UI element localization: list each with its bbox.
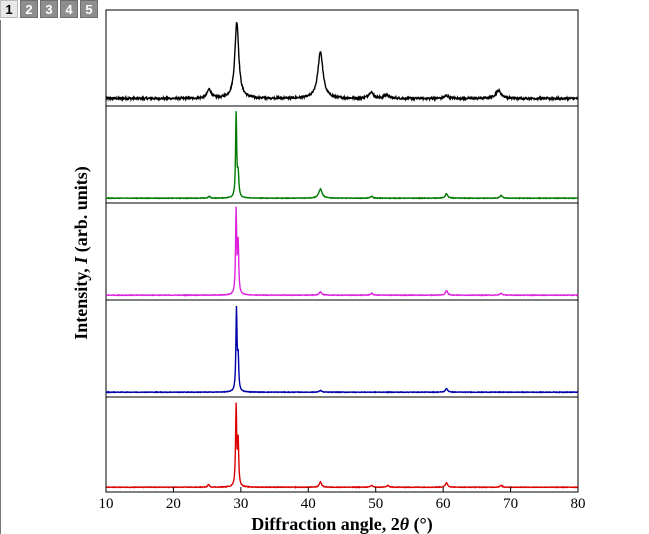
page-tab-3[interactable]: 3 (40, 0, 58, 18)
panel-1 (105, 9, 579, 107)
panel-3 (105, 202, 579, 301)
page-tabs: 1 2 3 4 5 (0, 0, 98, 20)
y-axis-title-var: I (71, 256, 91, 265)
y-axis-title: Intensity, I (arb. units) (71, 166, 92, 340)
series-line-2 (105, 111, 579, 200)
page-tab-1[interactable]: 1 (0, 0, 18, 18)
x-axis-title-prefix: Diffraction angle, 2 (251, 514, 399, 534)
series-line-5 (105, 402, 579, 489)
x-tick-label: 10 (99, 496, 114, 512)
y-axis-title-prefix: Intensity, (71, 264, 91, 340)
page-tab-4[interactable]: 4 (60, 0, 78, 18)
x-tick-label: 20 (166, 496, 181, 512)
x-tick-label: 50 (368, 496, 383, 512)
x-tick-label: 70 (503, 496, 518, 512)
page-tab-5[interactable]: 5 (80, 0, 98, 18)
x-axis-title-suffix: (°) (409, 514, 433, 534)
panel-frame (105, 9, 579, 107)
panel-frame (105, 202, 579, 301)
x-axis-title: Diffraction angle, 2θ (°) (251, 514, 433, 534)
panel-5 (105, 396, 579, 493)
x-axis-title-theta: θ (400, 514, 410, 534)
window-left-border (0, 20, 1, 534)
x-tick-label: 60 (436, 496, 451, 512)
x-axis-ticks: 10 20 30 40 50 60 70 80 (99, 487, 586, 512)
page-tab-2[interactable]: 2 (20, 0, 38, 18)
series-line-4 (105, 306, 579, 394)
panel-frame (105, 299, 579, 398)
y-axis-title-suffix: (arb. units) (71, 166, 92, 257)
x-tick-label: 30 (233, 496, 248, 512)
series-line-3 (105, 206, 579, 297)
x-tick-label: 40 (301, 496, 316, 512)
panel-frame (105, 105, 579, 204)
panel-frame (105, 396, 579, 493)
panel-2 (105, 105, 579, 204)
series-line-1 (105, 21, 579, 103)
panel-4 (105, 299, 579, 398)
chart-panels (105, 9, 579, 493)
x-tick-label: 80 (571, 496, 586, 512)
